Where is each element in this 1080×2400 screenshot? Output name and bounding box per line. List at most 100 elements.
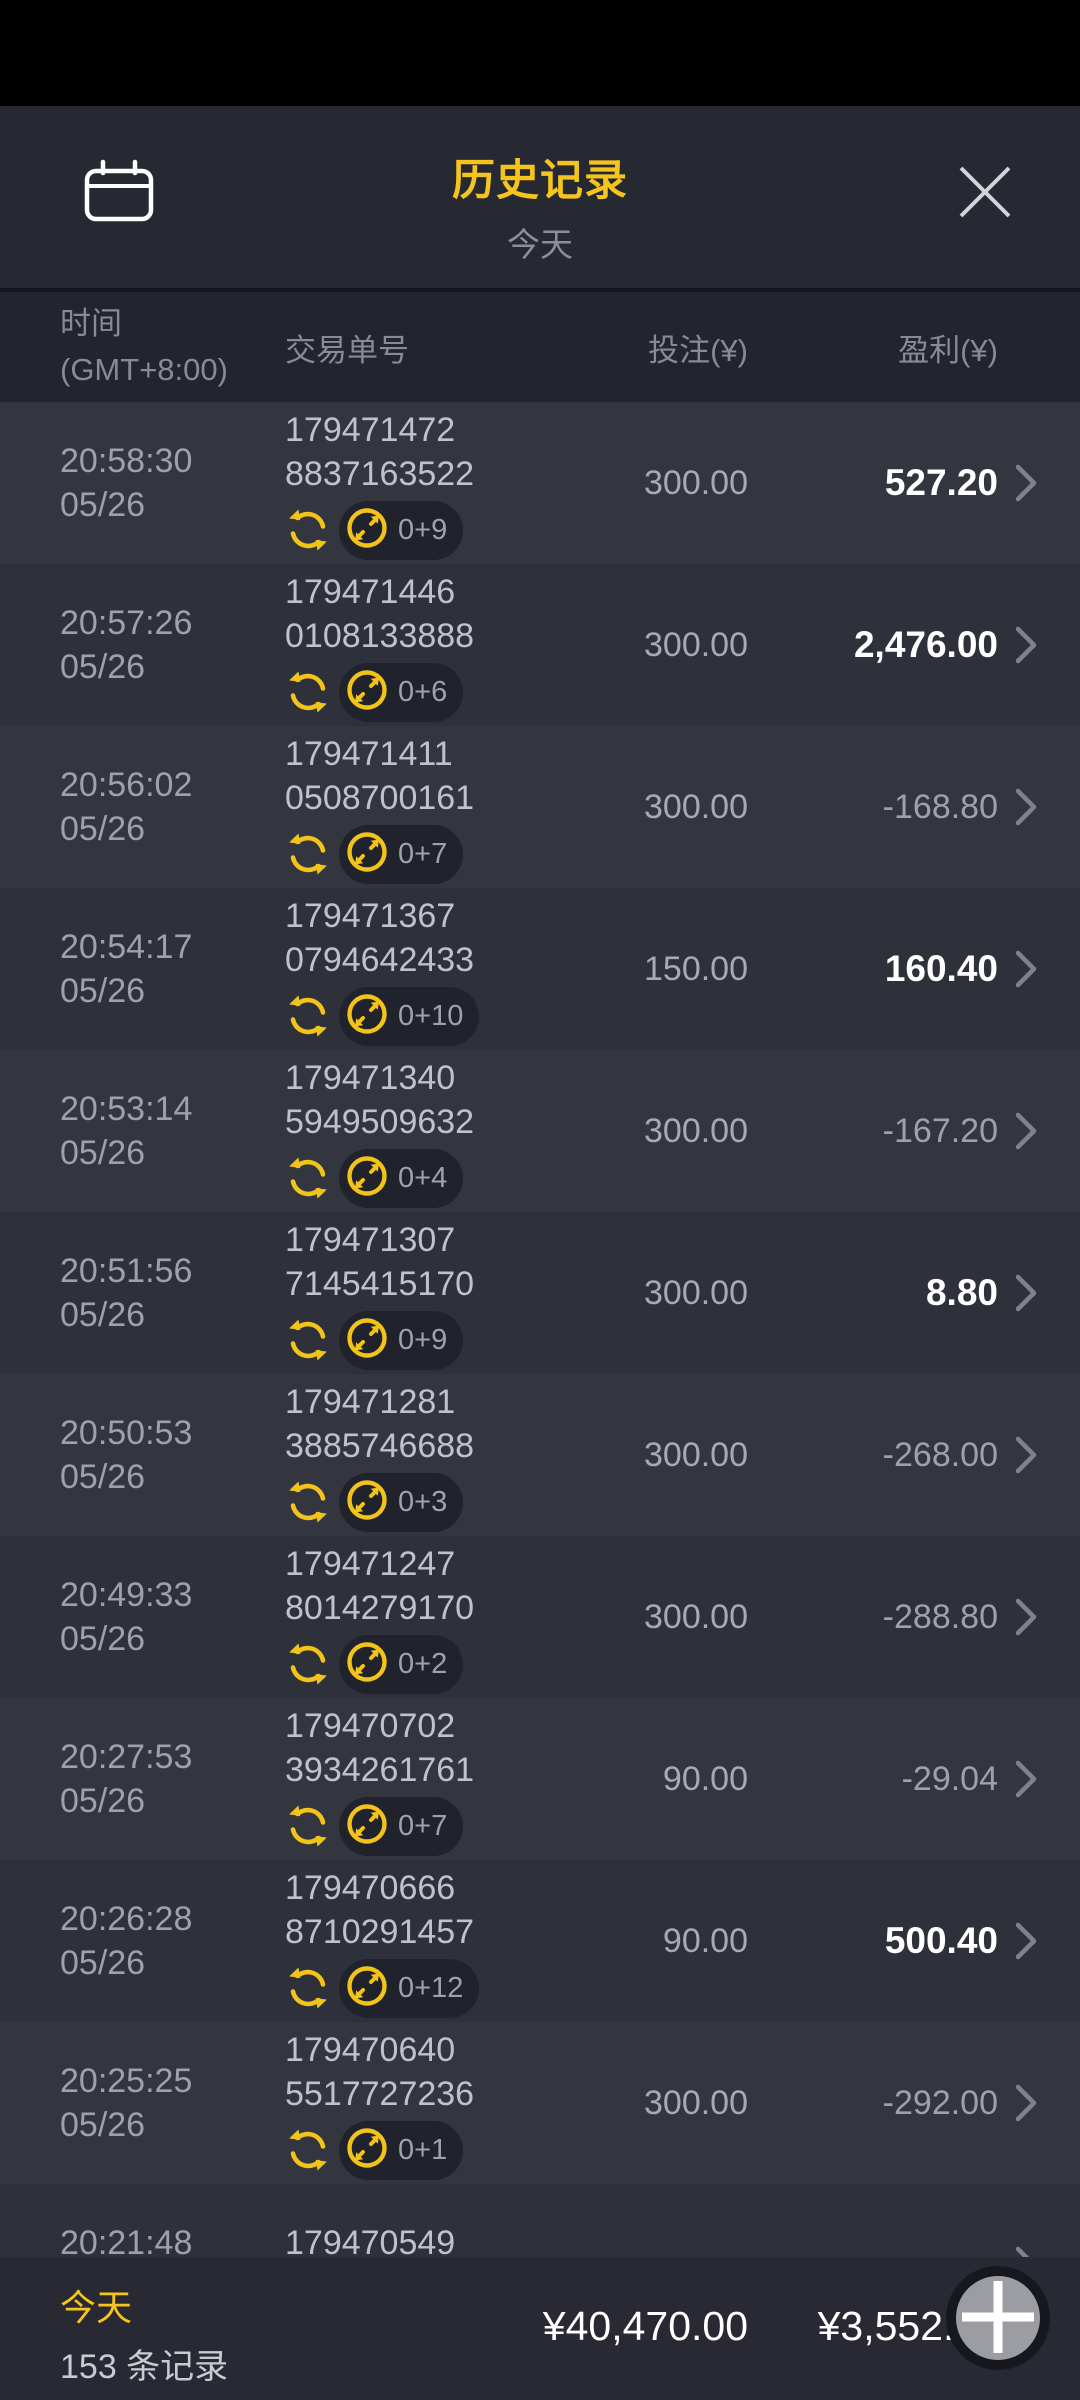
record-row[interactable]: 20:58:30 05/26 179471472 8837163522 bbox=[0, 402, 1080, 564]
record-time: 20:57:26 05/26 bbox=[60, 604, 193, 686]
order-meta: 0+9 bbox=[285, 500, 525, 560]
refresh-icon bbox=[285, 1641, 331, 1687]
rounds-badge: 0+7 bbox=[339, 1796, 464, 1856]
rounds-icon bbox=[345, 668, 389, 717]
record-row[interactable]: 20:21:48 05/26 179470549 8553524930 bbox=[0, 2184, 1080, 2257]
profit-value: -29.04 bbox=[901, 1759, 998, 1798]
refresh-icon bbox=[285, 993, 331, 1039]
record-row[interactable]: 20:54:17 05/26 179471367 0794642433 bbox=[0, 888, 1080, 1050]
record-row[interactable]: 20:26:28 05/26 179470666 8710291457 bbox=[0, 1860, 1080, 2022]
summary-footer: 今天 153 条记录 ¥40,470.00 ¥3,552.72 bbox=[0, 2257, 1080, 2400]
record-time: 20:56:02 05/26 bbox=[60, 766, 193, 848]
bet-amount: 150.00 bbox=[644, 949, 748, 988]
order-number-line1: 179470702 bbox=[285, 1707, 456, 1745]
order-number-line2: 0108133888 bbox=[285, 617, 475, 655]
bet-amount: 300.00 bbox=[644, 625, 748, 664]
order-number-line1: 179471281 bbox=[285, 1383, 456, 1421]
header-divider bbox=[0, 288, 1080, 292]
rounds-badge: 0+10 bbox=[339, 986, 480, 1046]
bet-amount: 300.00 bbox=[644, 2083, 748, 2122]
order-number-line2: 8710291457 bbox=[285, 1913, 475, 1951]
order-number-line2: 0508700161 bbox=[285, 779, 475, 817]
order-meta: 0+3 bbox=[285, 1472, 525, 1532]
rounds-count: 0+10 bbox=[398, 999, 464, 1032]
calendar-button[interactable] bbox=[82, 158, 156, 224]
rounds-icon bbox=[345, 2126, 389, 2175]
refresh-icon bbox=[285, 1155, 331, 1201]
rounds-count: 0+7 bbox=[398, 1809, 448, 1842]
column-header-bet: 投注(¥) bbox=[648, 332, 748, 368]
record-order: 179471281 3885746688 bbox=[285, 1380, 525, 1532]
refresh-icon bbox=[285, 1803, 331, 1849]
rounds-count: 0+2 bbox=[398, 1647, 448, 1680]
add-button[interactable] bbox=[946, 2266, 1050, 2370]
record-order: 179471307 7145415170 bbox=[285, 1218, 525, 1370]
rounds-icon bbox=[345, 1802, 389, 1851]
close-icon bbox=[954, 166, 1016, 227]
rounds-badge: 0+3 bbox=[339, 1472, 464, 1532]
rounds-badge: 0+12 bbox=[339, 1958, 480, 2018]
bet-amount: 300.00 bbox=[644, 1273, 748, 1312]
profit-value: -292.00 bbox=[882, 2083, 998, 2122]
record-time: 20:53:14 05/26 bbox=[60, 1090, 193, 1172]
rounds-count: 0+12 bbox=[398, 1971, 464, 2004]
rounds-count: 0+9 bbox=[398, 1323, 448, 1356]
chevron-right-icon[interactable] bbox=[1014, 1109, 1040, 1153]
plus-icon bbox=[956, 2275, 1040, 2362]
order-number-line2: 3885746688 bbox=[285, 1427, 475, 1465]
rounds-badge: 0+9 bbox=[339, 500, 464, 560]
record-row[interactable]: 20:27:53 05/26 179470702 3934261761 bbox=[0, 1698, 1080, 1860]
rounds-count: 0+9 bbox=[398, 513, 448, 546]
record-time: 20:50:53 05/26 bbox=[60, 1414, 193, 1496]
chevron-right-icon[interactable] bbox=[1014, 1919, 1040, 1963]
chevron-right-icon[interactable] bbox=[1014, 1433, 1040, 1477]
record-order: 179470702 3934261761 bbox=[285, 1704, 525, 1856]
profit-value: 160.40 bbox=[884, 948, 998, 989]
refresh-icon bbox=[285, 1965, 331, 2011]
record-time: 20:21:48 05/26 bbox=[60, 2224, 193, 2257]
chevron-right-icon[interactable] bbox=[1014, 461, 1040, 505]
title-block: 历史记录 今天 bbox=[0, 146, 1080, 266]
close-button[interactable] bbox=[954, 158, 1016, 224]
chevron-right-icon[interactable] bbox=[1014, 785, 1040, 829]
record-row[interactable]: 20:57:26 05/26 179471446 0108133888 bbox=[0, 564, 1080, 726]
order-number-line1: 179470640 bbox=[285, 2031, 456, 2069]
chevron-right-icon[interactable] bbox=[1014, 623, 1040, 667]
rounds-badge: 0+4 bbox=[339, 1148, 464, 1208]
order-number-line1: 179470549 bbox=[285, 2224, 456, 2257]
chevron-right-icon[interactable] bbox=[1014, 2243, 1040, 2257]
footer-record-count: 153 条记录 bbox=[60, 2348, 229, 2386]
bet-amount: 90.00 bbox=[662, 1759, 748, 1798]
refresh-icon bbox=[285, 1317, 331, 1363]
status-bar bbox=[0, 0, 1080, 106]
record-order: 179471340 5949509632 bbox=[285, 1056, 525, 1208]
profit-value: -288.80 bbox=[882, 1597, 998, 1636]
refresh-icon bbox=[285, 1479, 331, 1525]
record-row[interactable]: 20:53:14 05/26 179471340 5949509632 bbox=[0, 1050, 1080, 1212]
rounds-badge: 0+7 bbox=[339, 824, 464, 884]
chevron-right-icon[interactable] bbox=[1014, 947, 1040, 991]
order-number-line1: 179471367 bbox=[285, 897, 456, 935]
page-title: 历史记录 bbox=[452, 157, 628, 205]
order-number-line1: 179470666 bbox=[285, 1869, 456, 1907]
order-meta: 0+7 bbox=[285, 1796, 525, 1856]
rounds-badge: 0+6 bbox=[339, 662, 464, 722]
record-order: 179470640 5517727236 bbox=[285, 2028, 525, 2180]
rounds-count: 0+1 bbox=[398, 2133, 448, 2166]
record-time: 20:26:28 05/26 bbox=[60, 1900, 193, 1982]
profit-value: 500.40 bbox=[884, 1920, 998, 1961]
chevron-right-icon[interactable] bbox=[1014, 1595, 1040, 1639]
record-row[interactable]: 20:51:56 05/26 179471307 7145415170 bbox=[0, 1212, 1080, 1374]
order-meta: 0+1 bbox=[285, 2120, 525, 2180]
record-row[interactable]: 20:56:02 05/26 179471411 0508700161 bbox=[0, 726, 1080, 888]
rounds-icon bbox=[345, 1640, 389, 1689]
record-row[interactable]: 20:49:33 05/26 179471247 8014279170 bbox=[0, 1536, 1080, 1698]
chevron-right-icon[interactable] bbox=[1014, 1271, 1040, 1315]
records-list: 20:58:30 05/26 179471472 8837163522 bbox=[0, 402, 1080, 2257]
chevron-right-icon[interactable] bbox=[1014, 1757, 1040, 1801]
order-meta: 0+4 bbox=[285, 1148, 525, 1208]
rounds-icon bbox=[345, 1154, 389, 1203]
record-row[interactable]: 20:50:53 05/26 179471281 3885746688 bbox=[0, 1374, 1080, 1536]
chevron-right-icon[interactable] bbox=[1014, 2081, 1040, 2125]
record-row[interactable]: 20:25:25 05/26 179470640 5517727236 bbox=[0, 2022, 1080, 2184]
